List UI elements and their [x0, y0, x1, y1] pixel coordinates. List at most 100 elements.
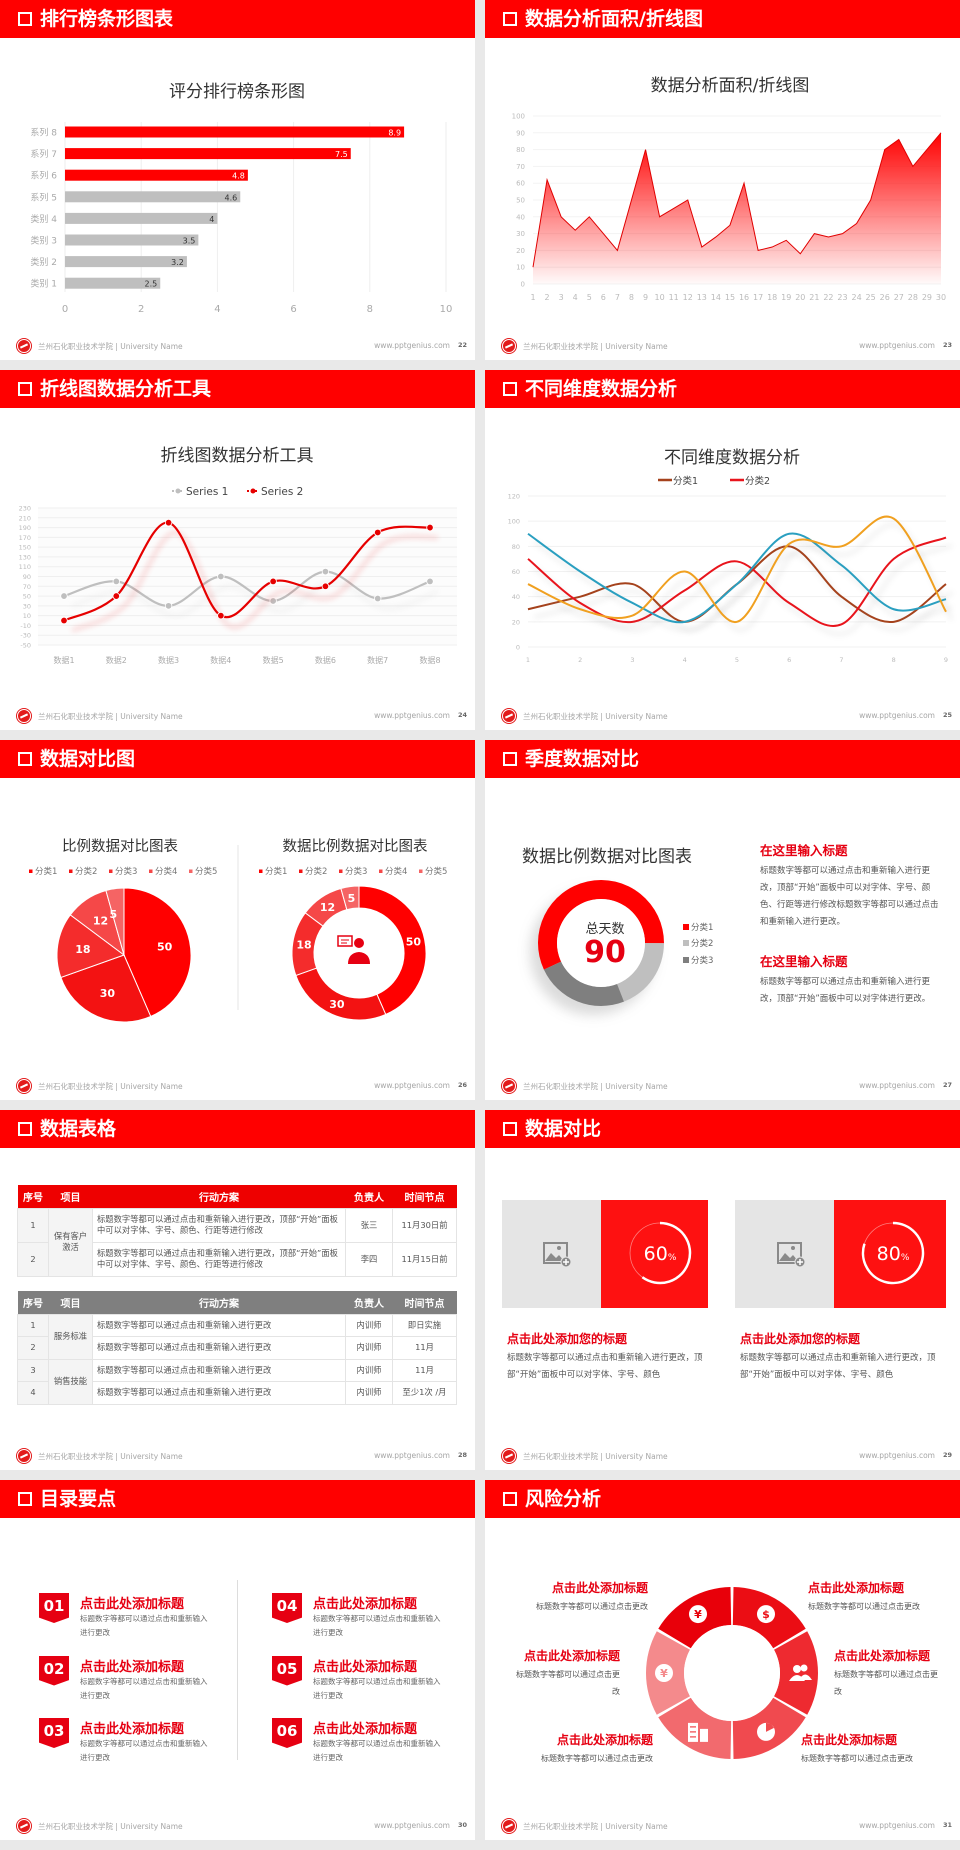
- x-tick-label: 数据5: [263, 655, 284, 665]
- x-tick-label: 1: [530, 293, 535, 302]
- school-logo-icon: [502, 1079, 516, 1093]
- footer-url[interactable]: www.pptgenius.com: [374, 1451, 450, 1460]
- chart-title: 数据分析面积/折线图: [651, 76, 810, 96]
- cell-time: 11月30日前: [392, 1207, 457, 1243]
- x-tick-label: 20: [795, 293, 805, 302]
- footer-url[interactable]: www.pptgenius.com: [859, 1081, 935, 1090]
- progress-value: 80%: [877, 1243, 910, 1265]
- category-label: 系列 7: [30, 148, 57, 160]
- chart-title: 折线图数据分析工具: [161, 446, 314, 466]
- legend-label: 分类2: [305, 866, 327, 877]
- cell-plan: 标题数字等都可以通过点击和重新输入进行更改: [92, 1313, 346, 1337]
- header-cell: 时间节点: [392, 1291, 457, 1314]
- legend-label: Series 1: [186, 486, 228, 498]
- x-tick-label: 4: [573, 293, 578, 302]
- cell-no: 4: [17, 1381, 49, 1405]
- cell-time: 11月15日前: [392, 1241, 457, 1277]
- donut-segment: [617, 943, 664, 1002]
- footer-school: 兰州石化职业技术学院 | University Name: [523, 1082, 668, 1091]
- x-tick-label: 23: [837, 293, 847, 302]
- footer-url[interactable]: www.pptgenius.com: [859, 711, 935, 720]
- x-tick-label: 25: [866, 293, 876, 302]
- footer-url[interactable]: www.pptgenius.com: [374, 341, 450, 350]
- cycle-segment: [773, 1631, 818, 1715]
- data-point: [60, 592, 68, 600]
- checkbox-icon: [503, 382, 517, 396]
- data-label: 4: [209, 215, 214, 224]
- progress-unit: %: [668, 1253, 677, 1263]
- footer-url[interactable]: www.pptgenius.com: [374, 711, 450, 720]
- data-point: [60, 616, 68, 625]
- footer-school: 兰州石化职业技术学院 | University Name: [523, 1452, 668, 1461]
- slide-line-chart: 折线图数据分析工具兰州石化职业技术学院 | University Name www…: [0, 370, 475, 730]
- add-image-icon[interactable]: [777, 1242, 806, 1268]
- pie-slice: [340, 885, 360, 911]
- slide-title: 季度数据对比: [525, 748, 640, 770]
- card-heading: 点击此处添加您的标题: [507, 1332, 628, 1346]
- school-logo-icon: [17, 709, 31, 723]
- cell-no: 1: [17, 1313, 49, 1337]
- slide-header: 风险分析: [485, 1480, 960, 1518]
- chart-title: 评分排行榜条形图: [169, 82, 305, 102]
- legend-swatch: [683, 940, 689, 946]
- bar: [65, 148, 351, 160]
- x-tick-label: 11: [669, 293, 679, 302]
- legend-swatch: [149, 869, 153, 873]
- cell-owner: 内训师: [345, 1313, 393, 1337]
- legend-label: 分类1: [673, 475, 698, 487]
- slide-header: 不同维度数据分析: [485, 370, 960, 408]
- toc-heading: 点击此处添加标题: [313, 1659, 418, 1675]
- cell-owner: 李四: [345, 1241, 393, 1277]
- legend-swatch: [339, 869, 343, 873]
- x-tick-label: 21: [809, 293, 819, 302]
- toc-number-badge: 03: [39, 1718, 69, 1748]
- y-tick-label: -50: [20, 642, 31, 650]
- y-tick-label: 120: [508, 493, 520, 501]
- page-number: 29: [942, 1451, 952, 1459]
- bar: [65, 191, 241, 203]
- toc-heading: 点击此处添加标题: [313, 1597, 418, 1612]
- x-tick-label: 18: [767, 293, 777, 302]
- footer-url[interactable]: www.pptgenius.com: [374, 1821, 450, 1830]
- cell-no: 2: [17, 1241, 49, 1277]
- block-heading: 在这里输入标题: [760, 954, 848, 969]
- page-number: 30: [457, 1821, 467, 1829]
- footer-url[interactable]: www.pptgenius.com: [859, 1821, 935, 1830]
- cycle-hole: [684, 1625, 780, 1721]
- legend-label: 分类2: [745, 475, 770, 487]
- y-tick-label: 230: [19, 505, 31, 513]
- legend-label: 分类5: [425, 866, 447, 877]
- slide-quarter-compare: 季度数据对比 数据比例数据对比图表 分类1 分类2 分类3 在这里输入标题 标题…: [485, 740, 960, 1100]
- y-tick-label: 80: [512, 543, 520, 551]
- svg-text:$: $: [762, 1608, 770, 1621]
- data-label: 30: [100, 987, 116, 1000]
- y-tick-label: 90: [516, 129, 525, 137]
- cell-time: 即日实施: [392, 1313, 457, 1337]
- progress-number: 60: [644, 1243, 668, 1265]
- footer-url[interactable]: www.pptgenius.com: [859, 341, 935, 350]
- category-label: 类别 4: [30, 213, 57, 225]
- footer-school: 兰州石化职业技术学院 | University Name: [38, 712, 183, 721]
- data-point: [374, 528, 382, 537]
- add-image-icon[interactable]: [543, 1242, 572, 1268]
- x-tick-label: 6: [290, 304, 296, 315]
- toc-text: 标题数字等都可以通过点击和重新输入进行更改: [80, 1676, 208, 1700]
- cell-time: 至少1次 /月: [392, 1381, 457, 1405]
- x-tick-label: 4: [214, 304, 220, 315]
- x-tick-label: 数据8: [419, 655, 440, 665]
- legend-swatch: [69, 869, 73, 873]
- x-tick-label: 29: [922, 293, 932, 302]
- chart-canvas: 60% 80%: [543, 1221, 925, 1285]
- footer-url[interactable]: www.pptgenius.com: [859, 1451, 935, 1460]
- cell-item: 保有客户激活: [48, 1207, 93, 1277]
- slide-header: 目录要点: [0, 1480, 475, 1518]
- x-tick-label: 22: [823, 293, 833, 302]
- x-tick-label: 7: [839, 656, 843, 664]
- toc-number-badge: 05: [272, 1655, 302, 1686]
- footer-url[interactable]: www.pptgenius.com: [374, 1081, 450, 1090]
- toc-heading: 点击此处添加标题: [313, 1722, 418, 1737]
- category-label: 系列 5: [30, 191, 57, 203]
- header-cell: 序号: [17, 1185, 49, 1208]
- data-label: 18: [296, 939, 311, 952]
